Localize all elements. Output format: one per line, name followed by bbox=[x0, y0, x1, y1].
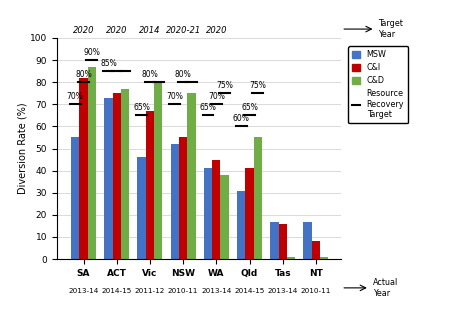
Bar bbox=[220, 175, 229, 259]
Bar bbox=[212, 160, 220, 259]
Text: 80%: 80% bbox=[142, 70, 158, 79]
Bar bbox=[179, 137, 187, 259]
Text: 2014-15: 2014-15 bbox=[101, 288, 132, 294]
Text: 2010-11: 2010-11 bbox=[301, 288, 331, 294]
Bar bbox=[303, 222, 312, 259]
Text: 70%: 70% bbox=[166, 92, 183, 101]
Bar bbox=[146, 111, 154, 259]
Text: 65%: 65% bbox=[241, 103, 258, 112]
Bar bbox=[154, 82, 163, 259]
Text: 2013-14: 2013-14 bbox=[201, 288, 231, 294]
Bar bbox=[112, 93, 121, 259]
Bar bbox=[187, 93, 196, 259]
Bar bbox=[204, 168, 212, 259]
Text: 65%: 65% bbox=[133, 103, 150, 112]
Text: 2020-21: 2020-21 bbox=[165, 26, 201, 35]
Text: 70%: 70% bbox=[67, 92, 83, 101]
Bar bbox=[79, 78, 88, 259]
Y-axis label: Diversion Rate (%): Diversion Rate (%) bbox=[17, 103, 27, 194]
Text: 75%: 75% bbox=[216, 81, 233, 90]
Bar bbox=[270, 222, 279, 259]
Text: 80%: 80% bbox=[75, 70, 92, 79]
Bar bbox=[312, 241, 320, 259]
Text: 2011-12: 2011-12 bbox=[135, 288, 165, 294]
Bar bbox=[171, 144, 179, 259]
Bar bbox=[279, 224, 287, 259]
Text: 70%: 70% bbox=[208, 92, 225, 101]
Text: 75%: 75% bbox=[249, 81, 266, 90]
Text: 2013-14: 2013-14 bbox=[68, 288, 99, 294]
Text: 2013-14: 2013-14 bbox=[267, 288, 298, 294]
Text: 60%: 60% bbox=[233, 114, 250, 123]
Bar bbox=[71, 137, 79, 259]
Legend: MSW, C&I, C&D, Resource
Recovery
Target: MSW, C&I, C&D, Resource Recovery Target bbox=[348, 46, 408, 123]
Bar bbox=[137, 157, 146, 259]
Text: 2020: 2020 bbox=[106, 26, 128, 35]
Bar bbox=[254, 137, 262, 259]
Text: 2014-15: 2014-15 bbox=[234, 288, 264, 294]
Text: 2014: 2014 bbox=[139, 26, 161, 35]
Text: 2020: 2020 bbox=[206, 26, 227, 35]
Text: 2020: 2020 bbox=[73, 26, 94, 35]
Bar bbox=[121, 89, 129, 259]
Text: Target
Year: Target Year bbox=[378, 19, 403, 39]
Text: Actual
Year: Actual Year bbox=[373, 278, 398, 298]
Text: 90%: 90% bbox=[83, 48, 100, 57]
Bar bbox=[237, 191, 246, 259]
Bar bbox=[104, 98, 112, 259]
Text: 65%: 65% bbox=[200, 103, 217, 112]
Bar bbox=[246, 168, 254, 259]
Bar bbox=[320, 257, 328, 259]
Bar bbox=[287, 257, 295, 259]
Text: 85%: 85% bbox=[100, 59, 117, 68]
Bar bbox=[88, 67, 96, 259]
Text: 80%: 80% bbox=[175, 70, 191, 79]
Text: 2010-11: 2010-11 bbox=[168, 288, 198, 294]
